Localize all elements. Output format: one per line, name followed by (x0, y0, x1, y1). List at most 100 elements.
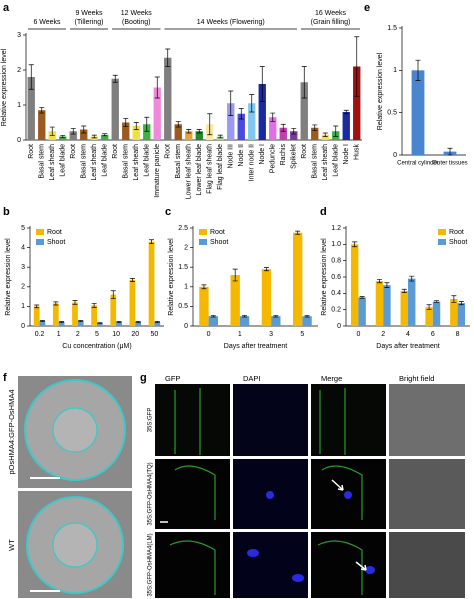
error-bar (210, 315, 216, 318)
bar (383, 285, 391, 326)
bar (27, 77, 35, 140)
error-bar (201, 284, 207, 290)
x-tick-label: 3 (269, 331, 273, 338)
error-bar (53, 301, 59, 306)
x-tick-label: Basal stem (81, 144, 88, 179)
column-label: Merge (321, 374, 342, 383)
error-bar (72, 300, 78, 305)
error-bar (144, 116, 150, 132)
error-bar (133, 122, 139, 130)
error-bar (301, 66, 307, 99)
legend-label: Shoot (449, 239, 467, 246)
error-bar (34, 304, 40, 309)
x-tick-label: Leaf blade (144, 144, 151, 177)
y-tick-label: 0 (337, 323, 341, 330)
x-axis-label: Days after treatment (224, 343, 287, 350)
y-tick-label: 1 (21, 303, 25, 310)
bar (450, 299, 458, 326)
row-label: 35S:GFP-OsHMA4(TQ) (148, 462, 154, 525)
y-tick-label: 3 (17, 32, 21, 39)
error-bar (270, 112, 276, 122)
bar (148, 241, 155, 326)
nucleus (266, 491, 274, 499)
error-bar (228, 90, 234, 116)
column-label: GFP (165, 374, 180, 383)
row-label: pOsHMA4:GFP-OsHMA4 (7, 389, 16, 474)
x-tick-label: 0 (356, 331, 360, 338)
bar (132, 126, 140, 140)
error-bar (232, 268, 238, 282)
legend-label: Shoot (210, 239, 228, 246)
x-axis-label: Cu concentration (μM) (62, 343, 131, 350)
arrow (331, 479, 344, 491)
error-bar (129, 278, 135, 282)
error-bar (451, 295, 457, 303)
error-bar (359, 296, 365, 299)
error-bar (28, 64, 34, 90)
y-tick-label: 0.5 (387, 110, 397, 117)
bar (129, 279, 136, 326)
error-bar (207, 113, 213, 136)
bar (290, 131, 298, 140)
bar (279, 127, 287, 140)
error-bar (295, 230, 301, 235)
bar (52, 303, 59, 326)
x-tick-label: Leaf sheath (91, 144, 98, 181)
x-tick-label: Central cylinder (397, 161, 439, 167)
y-tick-label: 2 (21, 284, 25, 291)
y-tick-label: 2 (17, 67, 21, 74)
bar (300, 82, 308, 140)
x-tick-label: Root (70, 144, 77, 159)
error-bar (384, 282, 390, 288)
y-tick-label: 1.5 (178, 264, 188, 271)
micrograph-g (155, 384, 465, 598)
image (155, 532, 230, 598)
bar (195, 131, 203, 140)
nucleus (365, 566, 375, 574)
bar (33, 306, 40, 326)
row-label: 35S:GFP-OsHMA4(LM) (148, 533, 154, 596)
panel-label: c (165, 206, 171, 218)
bar (230, 275, 240, 326)
x-tick-label: Basal stem (175, 144, 182, 179)
error-bar (343, 109, 349, 115)
panel-label: f (3, 372, 7, 384)
bar (353, 66, 361, 140)
error-bar (376, 279, 382, 284)
bar (239, 316, 250, 326)
image (155, 459, 230, 529)
error-bar (112, 74, 118, 83)
legend-swatch (199, 239, 207, 245)
error-bar (238, 108, 244, 120)
bar (425, 307, 433, 326)
y-tick-label: 0 (393, 152, 397, 159)
x-tick-label: 10 (112, 331, 120, 338)
bar (271, 316, 281, 326)
group-label: 9 Weeks (75, 10, 103, 17)
legend-swatch (36, 239, 44, 245)
bar (375, 281, 384, 326)
x-tick-label: Leaf blade (333, 144, 340, 177)
x-tick-label: Inter node II (249, 144, 256, 181)
y-tick-label: 1 (184, 284, 188, 291)
x-tick-label: Leaf blade (102, 144, 109, 177)
bar (91, 305, 97, 326)
error-bar (91, 303, 97, 308)
nucleus (247, 549, 259, 557)
y-tick-label: 1.2 (331, 225, 341, 232)
error-bar (97, 322, 103, 324)
x-tick-label: Basal stem (312, 144, 319, 179)
error-bar (70, 128, 76, 135)
column-label: DAPI (243, 374, 261, 383)
error-bar (102, 133, 108, 137)
error-bar (81, 125, 87, 134)
x-tick-label: 1 (57, 331, 61, 338)
group-note: (Booting) (122, 19, 150, 26)
bar (97, 323, 103, 326)
error-bar (196, 129, 202, 134)
x-tick-label: 1 (238, 331, 242, 338)
error-bar (39, 320, 45, 323)
bar (101, 134, 109, 140)
image (155, 384, 230, 456)
